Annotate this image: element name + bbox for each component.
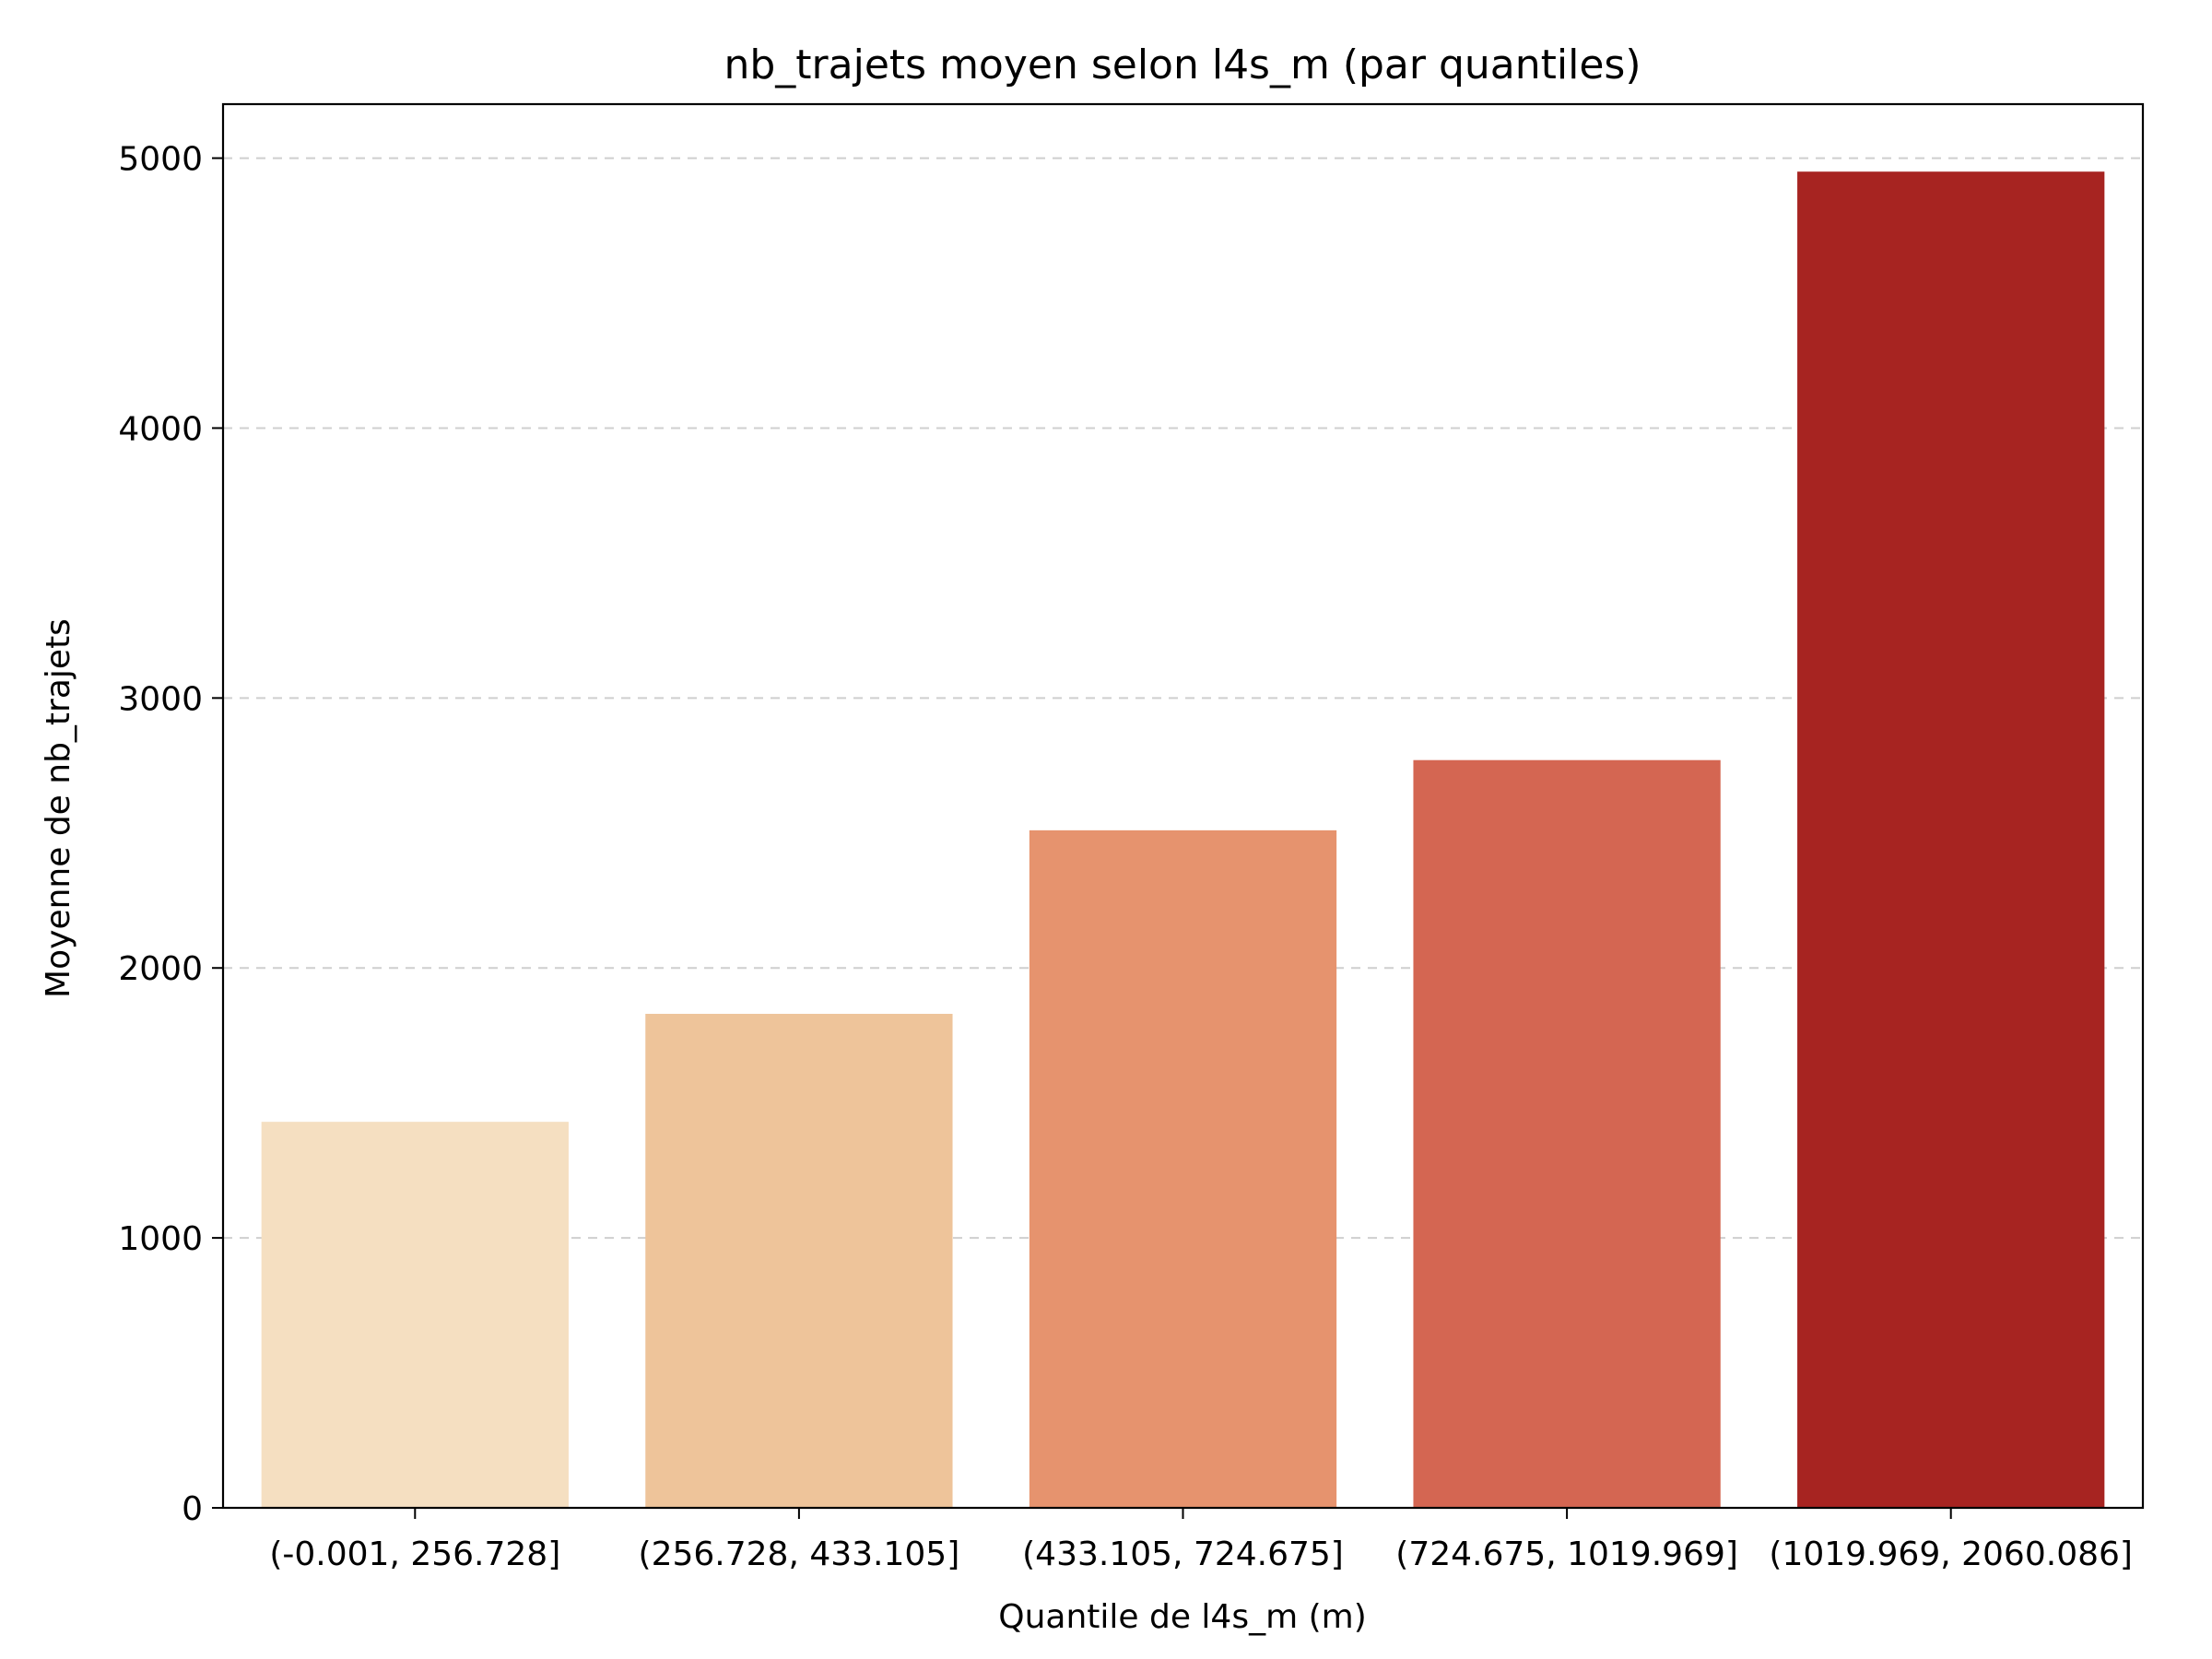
y-tick-label: 2000 — [118, 950, 203, 988]
y-axis-label: Moyenne de nb_trajets — [40, 618, 77, 998]
bar — [1413, 759, 1721, 1508]
x-tick-label: (-0.001, 256.728] — [269, 1535, 560, 1573]
plot-frame — [221, 102, 2145, 1510]
bar — [645, 1014, 953, 1508]
x-tick-label: (1019.969, 2060.086] — [1769, 1535, 2133, 1573]
y-tick-label: 5000 — [118, 141, 203, 179]
y-tick-label: 0 — [182, 1490, 203, 1528]
bar — [1029, 830, 1337, 1508]
y-tick-label: 1000 — [118, 1220, 203, 1258]
x-tick-label: (256.728, 433.105] — [639, 1535, 960, 1573]
x-axis-label: Quantile de l4s_m (m) — [998, 1598, 1367, 1636]
y-tick-label: 4000 — [118, 410, 203, 448]
axis-ticks: 0 1000 2000 3000 4000 5000 (-0.001, 256.728] (2… — [118, 141, 2133, 1573]
bar — [261, 1122, 569, 1508]
bars — [261, 171, 2105, 1508]
bar — [1797, 171, 2105, 1508]
y-tick-label: 3000 — [118, 680, 203, 718]
x-tick-label: (724.675, 1019.969] — [1395, 1535, 1738, 1573]
x-tick-label: (433.105, 724.675] — [1022, 1535, 1344, 1573]
chart-title: nb_trajets moyen selon l4s_m (par quanti… — [724, 41, 1641, 88]
